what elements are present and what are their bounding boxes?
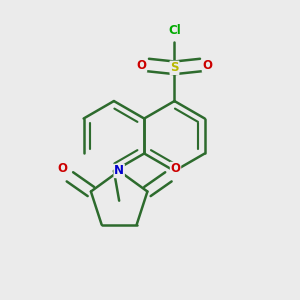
Text: S: S <box>170 61 179 74</box>
Text: O: O <box>58 162 68 176</box>
Text: O: O <box>136 58 146 71</box>
Text: O: O <box>170 162 181 176</box>
Text: N: N <box>114 164 124 178</box>
Text: O: O <box>202 58 212 71</box>
Text: Cl: Cl <box>168 24 181 38</box>
